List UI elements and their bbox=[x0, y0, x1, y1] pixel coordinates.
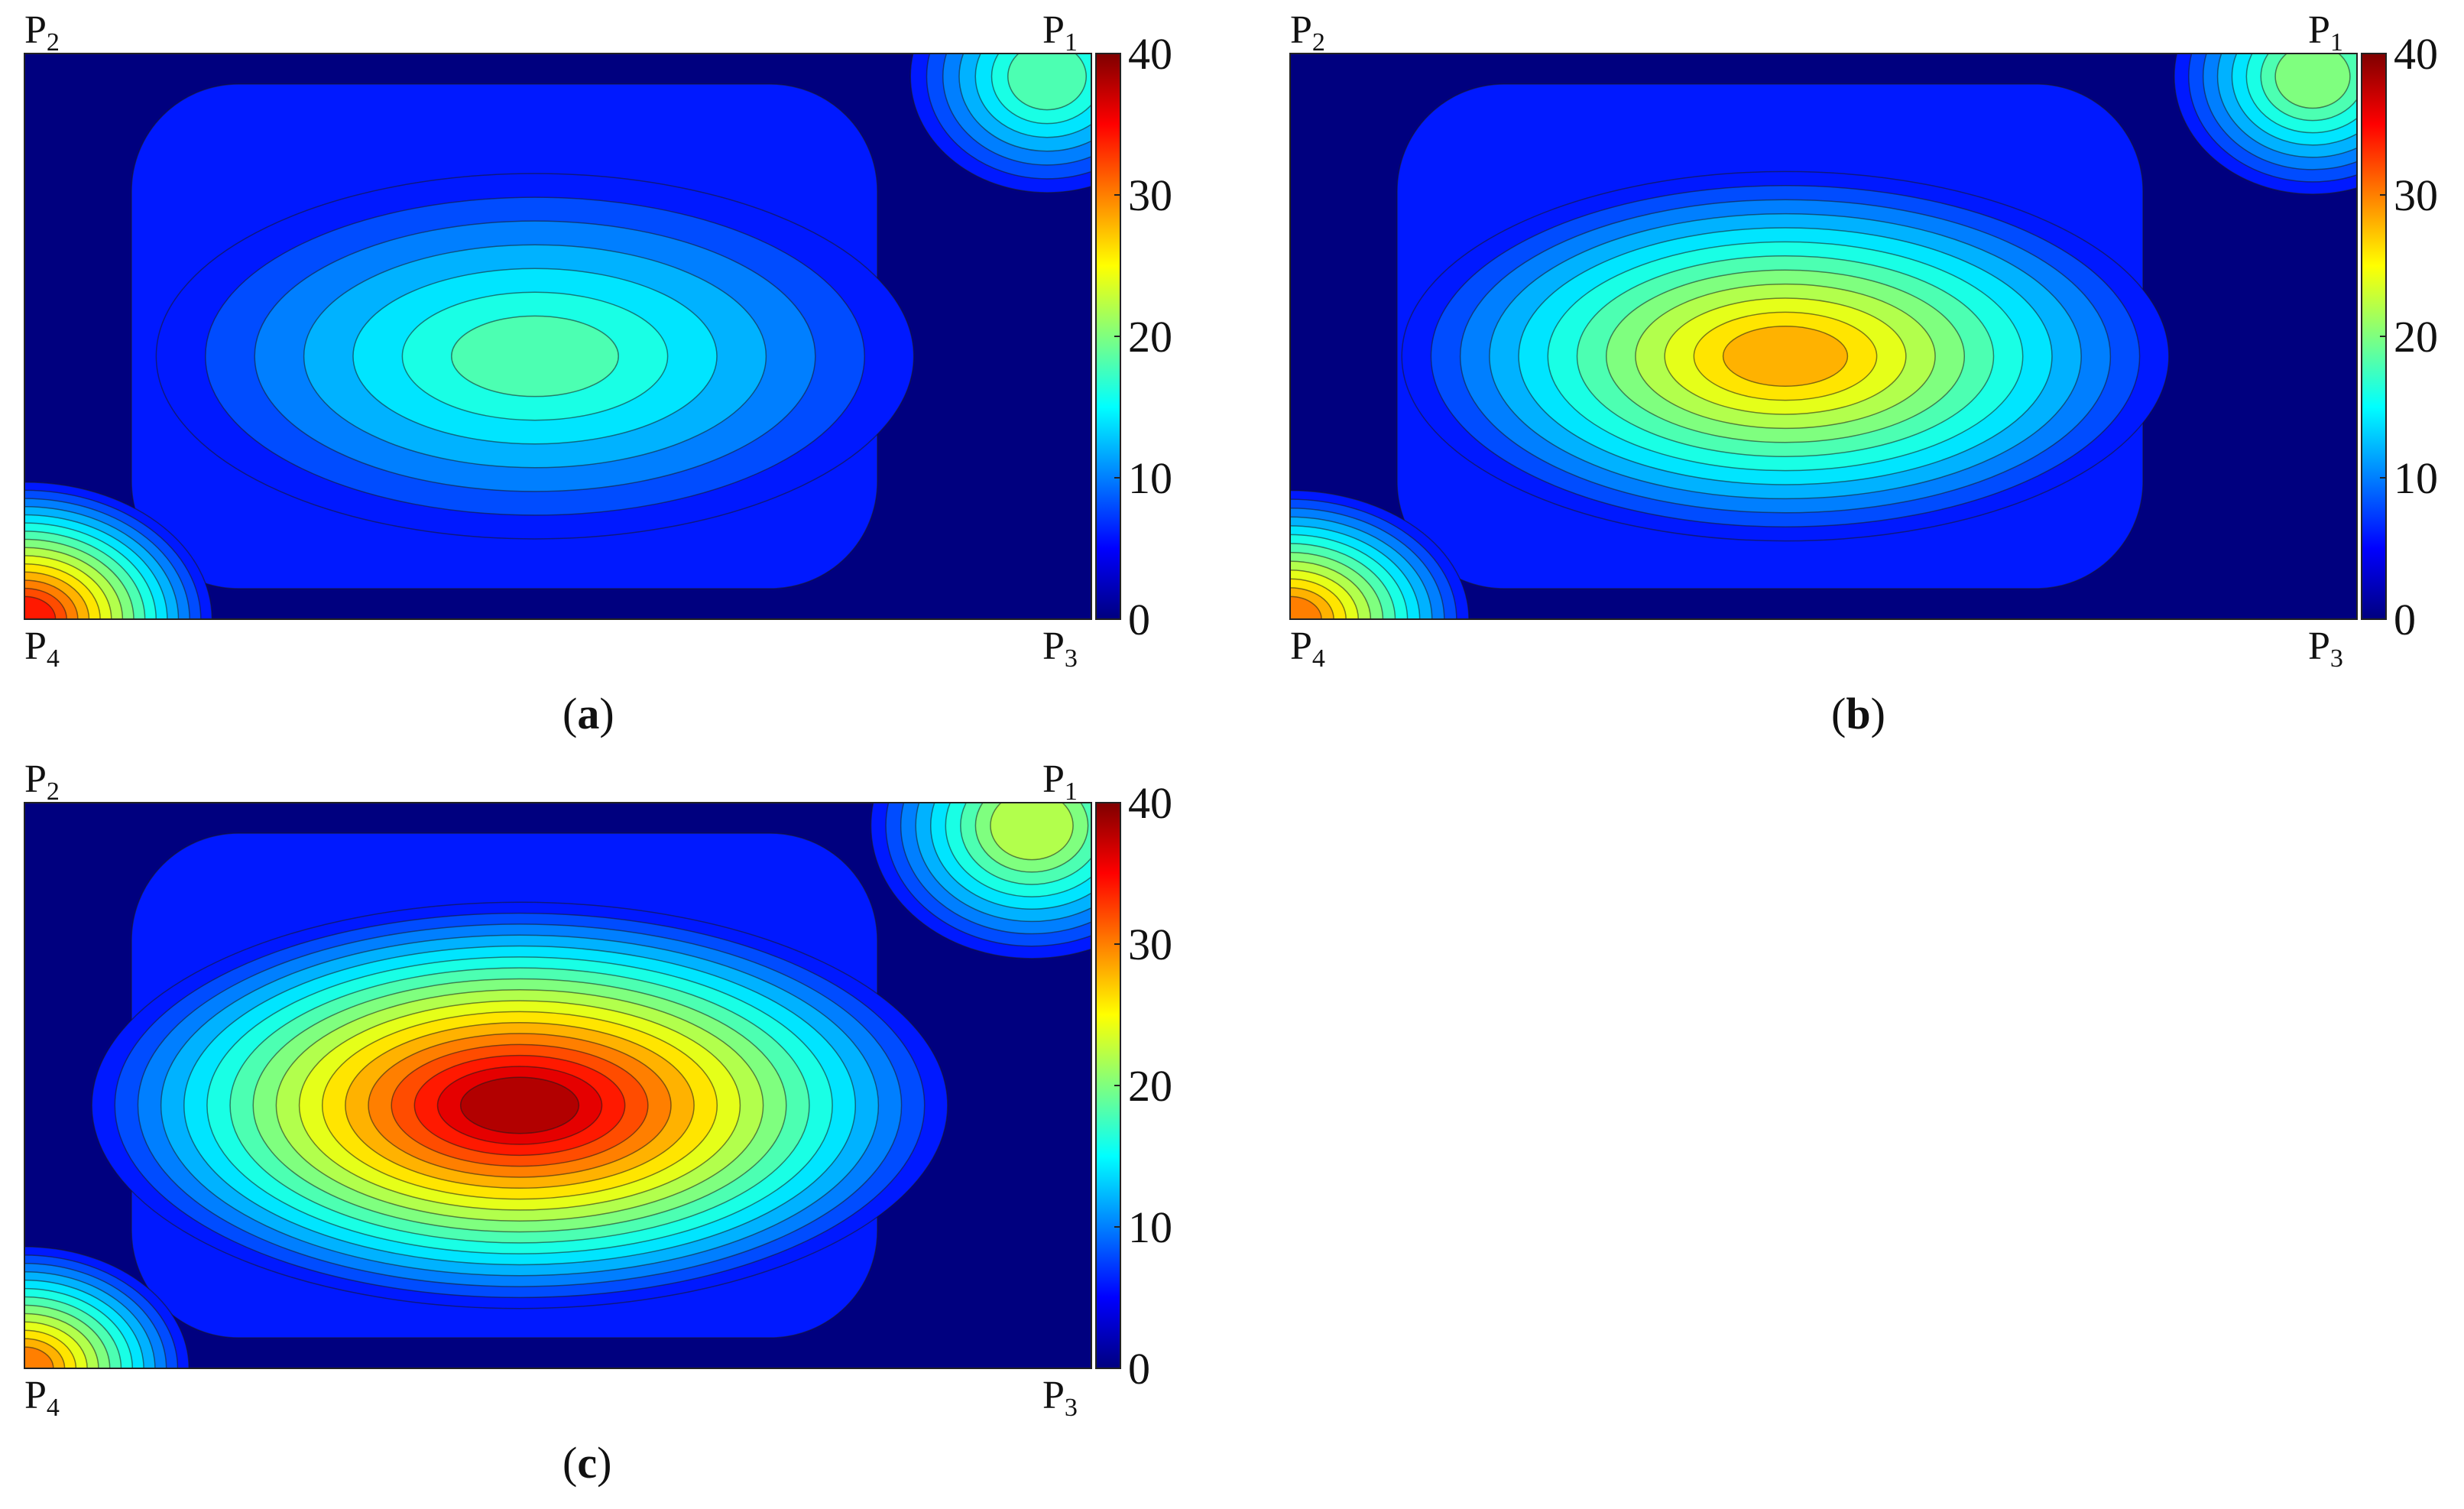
colorbar-tick-label: 20 bbox=[2394, 312, 2438, 362]
contour-bands bbox=[24, 803, 1091, 1368]
contour-chart: P2 P1 P4 P3 0 10 20 30 40 bbox=[24, 8, 1172, 673]
colorbar-ticks: 0 10 20 30 40 bbox=[2380, 29, 2438, 644]
corner-p3: P3 bbox=[1042, 1374, 1078, 1422]
panel-caption-c: (c) bbox=[563, 1438, 612, 1488]
corner-p1: P1 bbox=[1042, 8, 1078, 57]
contour-bands bbox=[1290, 54, 2357, 619]
corner-p4: P4 bbox=[1290, 625, 1325, 673]
colorbar: 0 10 20 30 40 bbox=[2361, 29, 2438, 644]
plot-area bbox=[24, 803, 1091, 1368]
contour-band bbox=[24, 595, 57, 619]
plot-area bbox=[1290, 54, 2357, 619]
svg-text:P1: P1 bbox=[2308, 8, 2343, 57]
contour-bands bbox=[24, 54, 1091, 619]
corner-p4: P4 bbox=[24, 625, 60, 673]
colorbar-tick-label: 10 bbox=[2394, 453, 2438, 503]
panel-caption-b: (b) bbox=[1831, 689, 1885, 738]
svg-text:P2: P2 bbox=[1290, 8, 1325, 57]
svg-text:P1: P1 bbox=[1042, 758, 1078, 806]
corner-p3: P3 bbox=[2308, 625, 2343, 673]
colorbar-tick-label: 10 bbox=[1128, 453, 1172, 503]
corner-p4: P4 bbox=[24, 1374, 60, 1422]
corner-p3: P3 bbox=[1042, 625, 1078, 673]
colorbar-tick-label: 30 bbox=[2394, 170, 2438, 220]
svg-text:P1: P1 bbox=[1042, 8, 1078, 57]
colorbar-ticks: 0 10 20 30 40 bbox=[1114, 29, 1172, 644]
corner-p2: P2 bbox=[24, 758, 60, 806]
svg-text:P4: P4 bbox=[24, 625, 60, 673]
contour-band bbox=[1007, 54, 1087, 111]
corner-p2: P2 bbox=[24, 8, 60, 57]
colorbar-tick-label: 40 bbox=[1128, 29, 1172, 79]
svg-text:P2: P2 bbox=[24, 8, 60, 57]
svg-text:P3: P3 bbox=[1042, 1374, 1078, 1422]
plot-frame bbox=[1289, 53, 2358, 620]
colorbar-tick-label: 0 bbox=[1128, 595, 1150, 644]
colorbar: 0 10 20 30 40 bbox=[1095, 778, 1172, 1394]
colorbar-tick-label: 10 bbox=[1128, 1202, 1172, 1252]
corner-p1: P1 bbox=[1042, 758, 1078, 806]
contour-panel-c: P2 P1 P4 P3 0 10 20 30 40 bbox=[0, 749, 1198, 1437]
colorbar-gradient bbox=[1095, 53, 1121, 620]
contour-band bbox=[990, 803, 1074, 861]
corner-p2: P2 bbox=[1290, 8, 1325, 57]
panel-caption-a: (a) bbox=[563, 689, 614, 738]
svg-text:P2: P2 bbox=[24, 758, 60, 806]
contour-band bbox=[1290, 595, 1322, 619]
contour-panel-a: P2 P1 P4 P3 0 10 20 30 40 bbox=[0, 0, 1198, 688]
colorbar-tick-label: 30 bbox=[1128, 170, 1172, 220]
colorbar-tick-label: 40 bbox=[2394, 29, 2438, 79]
contour-band bbox=[1722, 326, 1849, 387]
colorbar-tick-label: 30 bbox=[1128, 920, 1172, 969]
svg-text:P4: P4 bbox=[1290, 625, 1325, 673]
colorbar-tick-label: 20 bbox=[1128, 312, 1172, 362]
plot-frame bbox=[24, 802, 1092, 1369]
colorbar-tick-label: 0 bbox=[2394, 595, 2416, 644]
colorbar-tick-label: 20 bbox=[1128, 1061, 1172, 1111]
colorbar-ticks: 0 10 20 30 40 bbox=[1114, 778, 1172, 1394]
svg-text:P3: P3 bbox=[1042, 625, 1078, 673]
contour-chart: P2 P1 P4 P3 0 10 20 30 40 bbox=[24, 758, 1172, 1422]
colorbar-tick-label: 0 bbox=[1128, 1344, 1150, 1394]
colorbar-tick-label: 40 bbox=[1128, 778, 1172, 828]
svg-text:P3: P3 bbox=[2308, 625, 2343, 673]
svg-text:P4: P4 bbox=[24, 1374, 60, 1422]
plot-frame bbox=[24, 53, 1092, 620]
corner-p1: P1 bbox=[2308, 8, 2343, 57]
contour-chart: P2 P1 P4 P3 0 10 20 30 40 bbox=[1289, 8, 2438, 673]
colorbar: 0 10 20 30 40 bbox=[1095, 29, 1172, 644]
contour-band bbox=[451, 315, 619, 398]
plot-area bbox=[24, 54, 1091, 619]
contour-panel-b: P2 P1 P4 P3 0 10 20 30 40 bbox=[1266, 0, 2464, 688]
contour-band bbox=[2274, 54, 2351, 109]
contour-band bbox=[459, 1076, 580, 1134]
